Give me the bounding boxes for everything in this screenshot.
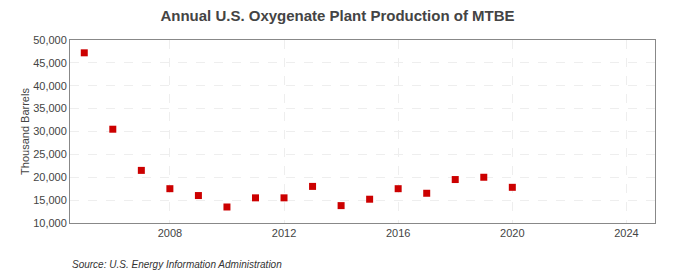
svg-text:45,000: 45,000 — [33, 57, 67, 69]
svg-text:40,000: 40,000 — [33, 80, 67, 92]
svg-text:30,000: 30,000 — [33, 125, 67, 137]
svg-text:2008: 2008 — [158, 227, 182, 239]
svg-text:20,000: 20,000 — [33, 171, 67, 183]
svg-text:2012: 2012 — [272, 227, 296, 239]
svg-text:Annual U.S. Oxygenate Plant Pr: Annual U.S. Oxygenate Plant Production o… — [160, 7, 514, 24]
svg-text:15,000: 15,000 — [33, 194, 67, 206]
svg-text:2024: 2024 — [614, 227, 638, 239]
svg-text:25,000: 25,000 — [33, 148, 67, 160]
svg-text:10,000: 10,000 — [33, 217, 67, 229]
svg-text:Thousand Barrels: Thousand Barrels — [19, 88, 31, 175]
svg-text:35,000: 35,000 — [33, 102, 67, 114]
svg-text:2016: 2016 — [386, 227, 410, 239]
svg-text:2020: 2020 — [500, 227, 524, 239]
svg-text:Source: U.S. Energy Informatio: Source: U.S. Energy Information Administ… — [72, 259, 282, 270]
svg-text:50,000: 50,000 — [33, 34, 67, 46]
